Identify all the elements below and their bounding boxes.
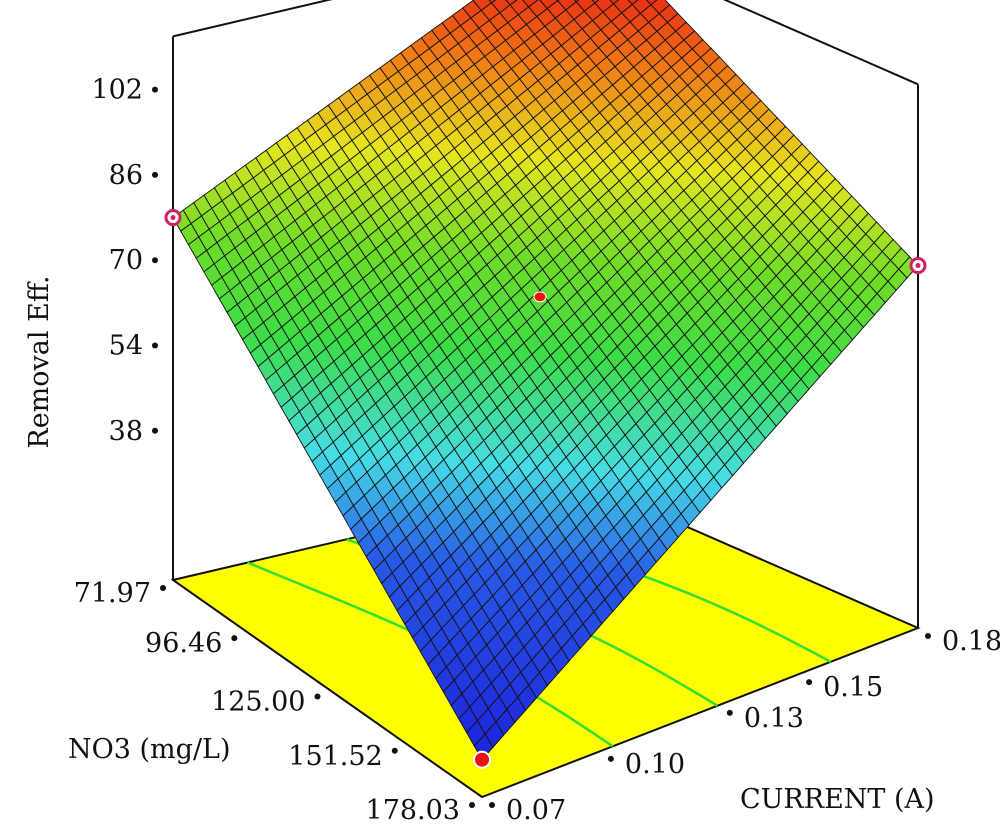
design-point bbox=[473, 750, 491, 769]
frame-edge bbox=[722, 0, 919, 86]
z-tick-mark bbox=[152, 171, 158, 178]
surface-cell bbox=[627, 0, 639, 6]
z-tick-mark bbox=[152, 427, 158, 434]
x-axis-label: CURRENT (A) bbox=[740, 784, 935, 815]
x-tick-label: 0.10 bbox=[625, 749, 685, 780]
z-tick-label: 54 bbox=[109, 330, 143, 361]
x-tick-mark bbox=[489, 802, 495, 808]
surface-cell bbox=[645, 0, 658, 6]
surface-cell bbox=[505, 0, 518, 6]
x-tick-label: 0.15 bbox=[823, 672, 883, 703]
z-tick-mark bbox=[152, 86, 158, 93]
design-point-center bbox=[915, 263, 921, 269]
x-tick-mark bbox=[607, 755, 614, 762]
design-point-center bbox=[170, 215, 176, 221]
y-tick-label: 178.03 bbox=[366, 795, 460, 826]
y-tick-label: 96.46 bbox=[145, 628, 222, 659]
x-tick-mark bbox=[806, 679, 813, 686]
y-tick-mark bbox=[314, 693, 321, 700]
z-tick-label: 38 bbox=[109, 416, 143, 447]
z-tick-label: 86 bbox=[109, 160, 143, 191]
y-tick-mark bbox=[391, 747, 398, 754]
surface-cell bbox=[609, 0, 620, 5]
y-tick-label: 151.52 bbox=[288, 741, 382, 772]
z-axis-label: Removal Eff. bbox=[24, 275, 55, 448]
x-tick-mark bbox=[726, 709, 733, 716]
x-tick-label: 0.18 bbox=[942, 626, 1000, 657]
y-tick-mark bbox=[160, 585, 166, 591]
y-tick-label: 125.00 bbox=[211, 687, 305, 718]
x-tick-label: 0.07 bbox=[506, 795, 566, 826]
z-tick-mark bbox=[152, 257, 158, 264]
z-tick-label: 70 bbox=[109, 245, 143, 276]
z-tick-label: 102 bbox=[91, 75, 143, 106]
center-design-point bbox=[533, 291, 547, 303]
x-tick-mark bbox=[925, 633, 931, 639]
frame-edge bbox=[172, 0, 333, 38]
y-tick-mark bbox=[231, 635, 238, 642]
z-tick-mark bbox=[152, 342, 158, 349]
surface-cell bbox=[522, 0, 539, 8]
y-tick-mark bbox=[469, 802, 475, 808]
y-tick-label: 71.97 bbox=[74, 578, 151, 609]
x-tick-label: 0.13 bbox=[744, 703, 804, 734]
y-axis-label: NO3 (mg/L) bbox=[68, 734, 231, 765]
